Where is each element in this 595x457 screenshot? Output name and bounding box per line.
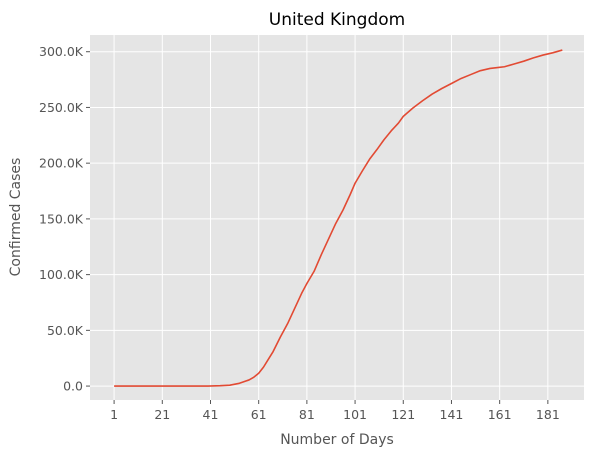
x-tick-label: 141 [440,407,464,422]
x-tick-label: 181 [536,407,560,422]
y-tick-label: 300.0K [39,44,84,59]
x-axis: 1 21 41 61 81 101 121 141 161 181 [110,400,560,422]
x-tick-label: 121 [391,407,415,422]
x-tick-label: 161 [488,407,512,422]
y-tick-label: 150.0K [39,211,84,226]
y-tick-label: 100.0K [39,267,84,282]
plot-background [90,35,584,400]
y-tick-label: 250.0K [39,100,84,115]
y-tick-label: 200.0K [39,156,84,171]
x-tick-label: 1 [110,407,118,422]
x-tick-label: 61 [251,407,267,422]
series-line [114,49,563,387]
x-tick-label: 41 [203,407,219,422]
x-tick-label: 21 [154,407,170,422]
chart-title: United Kingdom [269,10,405,30]
y-axis: 0.0 50.0K 100.0K 150.0K 200.0K 250.0K 300.0K [39,44,90,394]
series-group [114,49,563,387]
x-tick-label: 81 [299,407,315,422]
y-axis-label: Confirmed Cases [8,158,24,277]
x-axis-label: Number of Days [280,432,394,448]
y-tick-label: 0.0 [63,379,83,394]
x-tick-label: 101 [343,407,367,422]
y-tick-label: 50.0K [47,323,84,338]
